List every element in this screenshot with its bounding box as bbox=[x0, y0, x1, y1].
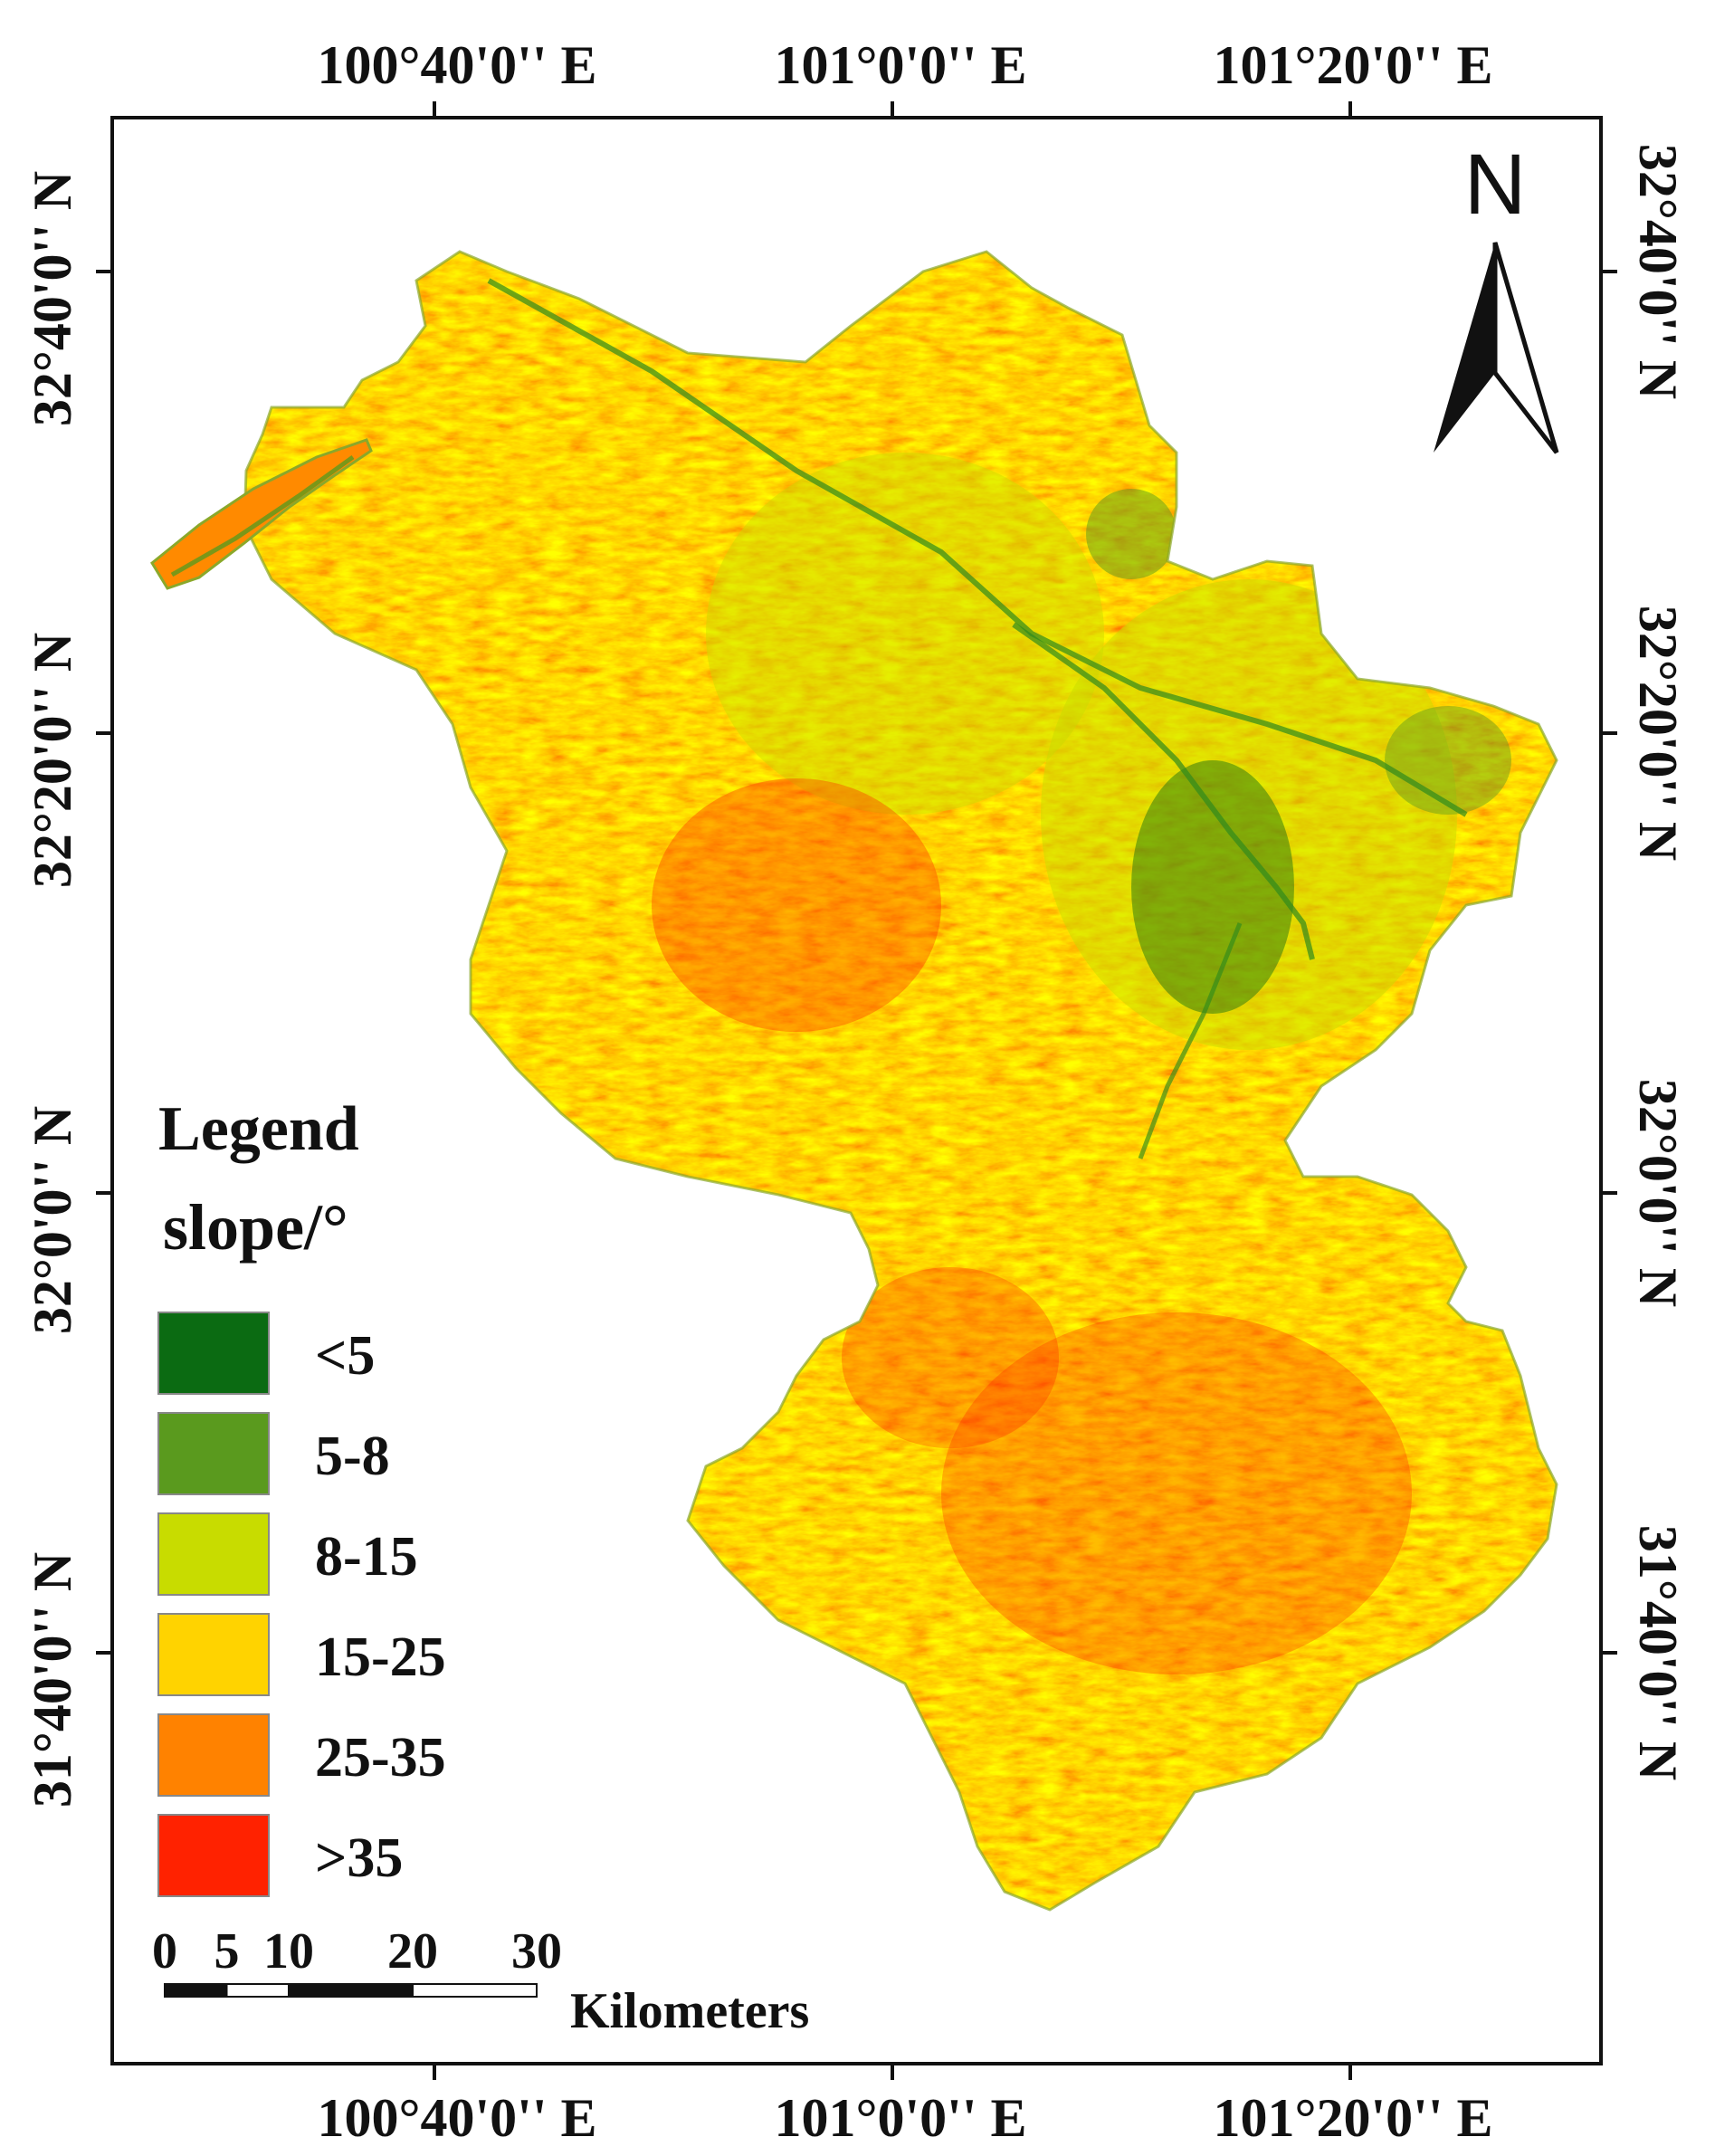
right-coordinate-labels: 32°40'0'' N 32°20'0'' N 32°0'0'' N 31°40… bbox=[1628, 144, 1688, 1780]
bottom-coordinate-labels: 100°40'0'' E 101°0'0'' E 101°20'0'' E bbox=[317, 2088, 1492, 2148]
legend-items: <5 5-8 8-15 15-25 25-35 >35 bbox=[157, 1312, 446, 1897]
legend-swatch-5 bbox=[157, 1814, 270, 1897]
scale-unit: Kilometers bbox=[570, 1983, 809, 2039]
right-label-4: 31°40'0'' N bbox=[1628, 1525, 1688, 1780]
scale-segment-0 bbox=[164, 1983, 228, 1998]
graticule-ticks bbox=[96, 101, 1617, 2080]
legend-label-2: 8-15 bbox=[315, 1526, 418, 1588]
scale-tick-4: 30 bbox=[511, 1923, 562, 1980]
top-label-1: 100°40'0'' E bbox=[317, 35, 596, 95]
scale-tick-0: 0 bbox=[152, 1923, 177, 1980]
right-label-3: 32°0'0'' N bbox=[1628, 1079, 1688, 1307]
legend-title: Legend bbox=[158, 1094, 359, 1164]
top-label-2: 101°0'0'' E bbox=[774, 35, 1026, 95]
bottom-label-3: 101°20'0'' E bbox=[1213, 2088, 1492, 2148]
scale-tick-3: 20 bbox=[387, 1923, 438, 1980]
scale-segment-2 bbox=[288, 1983, 414, 1998]
legend-swatch-1 bbox=[157, 1412, 270, 1495]
top-label-3: 101°20'0'' E bbox=[1213, 35, 1492, 95]
bottom-label-2: 101°0'0'' E bbox=[774, 2088, 1026, 2148]
legend-label-1: 5-8 bbox=[315, 1426, 390, 1487]
left-label-1: 32°40'0'' N bbox=[23, 171, 82, 426]
left-label-3: 32°0'0'' N bbox=[23, 1106, 82, 1334]
legend-swatch-2 bbox=[157, 1512, 270, 1596]
legend-swatch-4 bbox=[157, 1713, 270, 1797]
legend: Legend slope/° <5 5-8 8-15 15-25 25-35 >35 bbox=[157, 1094, 446, 1897]
scale-ticks: 0 5 10 20 30 bbox=[152, 1923, 562, 1980]
legend-label-4: 25-35 bbox=[315, 1727, 446, 1789]
top-coordinate-labels: 100°40'0'' E 101°0'0'' E 101°20'0'' E bbox=[317, 35, 1492, 95]
left-label-2: 32°20'0'' N bbox=[23, 633, 82, 888]
right-label-1: 32°40'0'' N bbox=[1628, 144, 1688, 399]
scale-tick-2: 10 bbox=[263, 1923, 314, 1980]
north-label: N bbox=[1464, 137, 1527, 233]
legend-label-0: <5 bbox=[315, 1325, 375, 1387]
left-label-4: 31°40'0'' N bbox=[23, 1552, 82, 1808]
islet bbox=[150, 438, 373, 590]
scale-segment-3 bbox=[412, 1983, 538, 1998]
scale-bar: 0 5 10 20 30 Kilometers bbox=[152, 1923, 809, 2039]
legend-label-5: >35 bbox=[315, 1827, 403, 1889]
north-arrow: N bbox=[1434, 137, 1559, 454]
bottom-label-1: 100°40'0'' E bbox=[317, 2088, 596, 2148]
legend-label-3: 15-25 bbox=[315, 1627, 446, 1688]
legend-subtitle: slope/° bbox=[163, 1191, 348, 1264]
legend-swatch-3 bbox=[157, 1613, 270, 1696]
left-coordinate-labels: 32°40'0'' N 32°20'0'' N 32°0'0'' N 31°40… bbox=[23, 171, 82, 1808]
scale-segment-1 bbox=[225, 1983, 290, 1998]
scale-tick-1: 5 bbox=[214, 1923, 240, 1980]
legend-swatch-0 bbox=[157, 1312, 270, 1395]
right-label-2: 32°20'0'' N bbox=[1628, 606, 1688, 861]
scale-segments bbox=[164, 1983, 538, 1998]
north-arrow-icon bbox=[1434, 242, 1559, 454]
